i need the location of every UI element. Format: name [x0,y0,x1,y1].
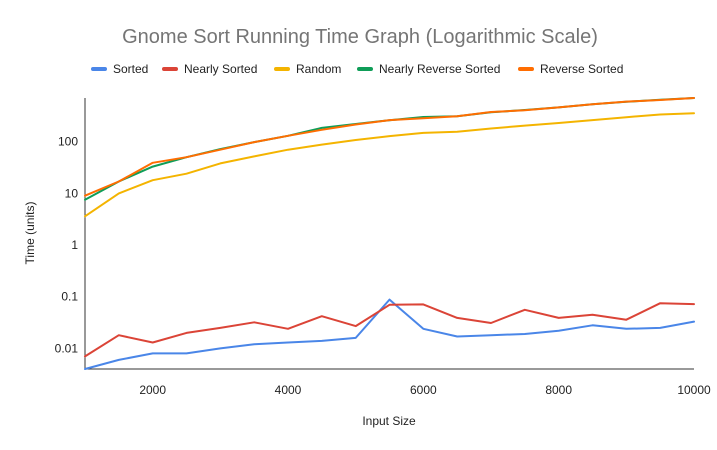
legend-item-nearly-sorted[interactable]: Nearly Sorted [162,62,257,76]
y-axis-title: Time (units) [23,202,37,265]
legend-item-random[interactable]: Random [274,62,341,76]
series-lines [84,97,695,370]
x-tick-label: 6000 [410,383,437,397]
y-tick-label: 1 [71,238,78,252]
x-tick-label: 4000 [275,383,302,397]
legend-label: Reverse Sorted [540,62,623,76]
y-tick-labels: 0.01 0.1 1 10 100 [55,135,79,356]
legend-label: Nearly Sorted [184,62,257,76]
series-line-random [84,112,695,218]
series-line-reverse-sorted [84,97,695,197]
legend-swatch [162,67,178,71]
y-tick-label: 10 [65,186,79,200]
legend-swatch [518,67,534,71]
series-line-sorted [84,298,695,370]
legend-item-sorted[interactable]: Sorted [91,62,148,76]
y-tick-label: 100 [58,135,78,149]
legend-swatch [274,67,290,71]
y-tick-label: 0.01 [55,341,79,355]
legend-label: Nearly Reverse Sorted [379,62,500,76]
x-tick-label: 2000 [139,383,166,397]
legend-label: Sorted [113,62,148,76]
legend-label: Random [296,62,341,76]
x-axis-title: Input Size [362,414,416,428]
series-line-nearly-sorted [84,302,695,358]
legend-swatch [357,67,373,71]
x-tick-label: 10000 [677,383,711,397]
x-tick-labels: 2000 4000 6000 8000 10000 [139,383,711,397]
legend-swatch [91,67,107,71]
legend: Sorted Nearly Sorted Random Nearly Reverse … [91,62,623,76]
legend-item-nearly-reverse-sorted[interactable]: Nearly Reverse Sorted [357,62,500,76]
legend-item-reverse-sorted[interactable]: Reverse Sorted [518,62,623,76]
y-tick-label: 0.1 [61,290,78,304]
chart-title: Gnome Sort Running Time Graph (Logarithm… [122,26,598,48]
x-tick-label: 8000 [545,383,572,397]
